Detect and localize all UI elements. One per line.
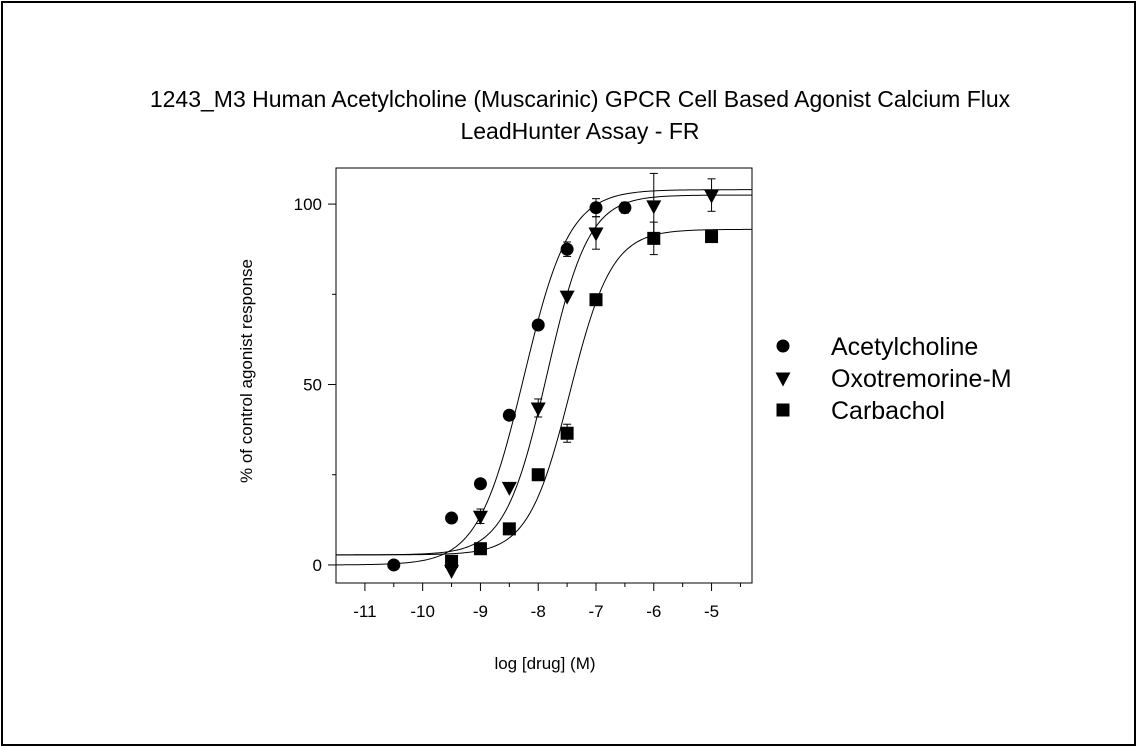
legend-marker-1 [776,339,790,353]
data-point-1 [445,511,459,525]
data-point-2 [559,290,575,305]
x-tick-label: -11 [353,602,376,621]
legend-marker-3 [776,403,790,417]
data-point-1 [589,201,603,215]
data-point-1 [502,408,516,422]
x-tick-label: -8 [531,602,546,621]
data-point-3 [589,293,603,307]
legend-marker-2 [775,372,791,387]
fit-curve-3 [336,228,753,556]
data-point-3 [705,230,719,244]
data-point-1 [531,318,545,332]
data-point-1 [473,477,487,491]
legend: Acetylcholine Oxotremorine-M Carbachol [775,333,1012,425]
x-tick-label: -6 [646,602,661,621]
x-tick-label: -9 [473,602,488,621]
plot-area: -11 -10 -9 -8 -7 -6 -5 0 50 100 [294,167,753,621]
data-point-3 [473,542,487,556]
fit-curve-1 [335,189,752,566]
data-point-2 [501,481,517,496]
data-point-2 [588,227,604,242]
data-point-3 [560,426,574,440]
legend-label-2: Oxotremorine-M [831,365,1012,393]
y-axis-label: % of control agonist response [237,259,256,483]
legend-label-1: Acetylcholine [831,333,978,361]
x-tick-label: -7 [588,602,603,621]
data-point-2 [530,402,546,417]
x-axis-label: log [drug] (M) [494,654,595,673]
plot-border [335,167,753,584]
data-point-3 [531,468,545,482]
data-point-3 [445,554,459,568]
legend-label-3: Carbachol [831,397,945,425]
data-point-1 [387,558,401,572]
y-tick-label: 0 [313,556,322,575]
data-point-3 [647,231,661,245]
y-tick-label: 100 [294,195,322,214]
data-point-2 [704,189,720,204]
chart-subtitle: LeadHunter Assay - FR [460,118,699,144]
chart-title: 1243_M3 Human Acetylcholine (Muscarinic)… [150,86,1011,112]
data-point-2 [444,564,460,579]
data-point-2 [472,510,488,525]
x-tick-label: -10 [410,602,435,621]
data-point-2 [646,200,662,215]
data-point-1 [560,242,574,256]
fit-curve-2 [336,194,753,556]
data-point-3 [502,522,516,536]
y-tick-label: 50 [303,376,322,395]
x-tick-label: -5 [704,602,719,621]
